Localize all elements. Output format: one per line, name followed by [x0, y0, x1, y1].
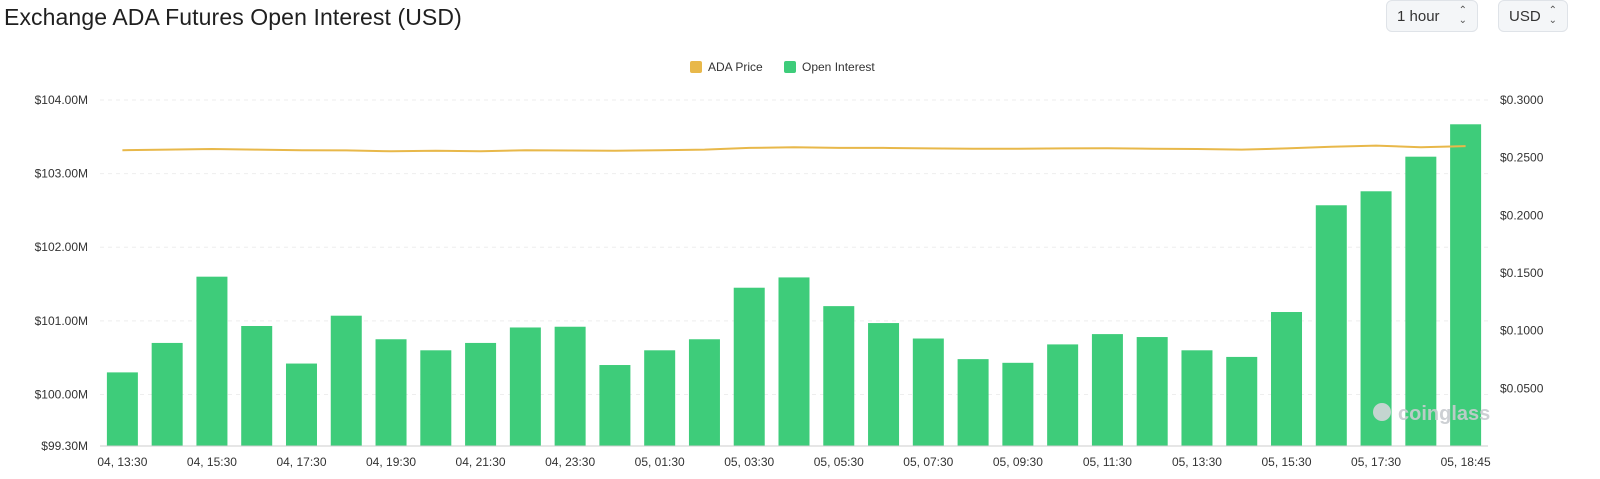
x-tick-label: 05, 15:30: [1261, 455, 1311, 469]
open-interest-bar[interactable]: [1315, 205, 1347, 446]
chart-legend[interactable]: ADA Price Open Interest: [690, 60, 875, 74]
left-y-tick-label: $101.00M: [35, 314, 88, 328]
open-interest-bar[interactable]: [196, 276, 228, 446]
open-interest-bar[interactable]: [1360, 191, 1392, 446]
open-interest-bar[interactable]: [733, 287, 765, 446]
right-y-tick-label: $0.1000: [1500, 324, 1544, 338]
x-tick-label: 05, 13:30: [1172, 455, 1222, 469]
open-interest-bar[interactable]: [1091, 334, 1123, 446]
open-interest-bar[interactable]: [688, 339, 720, 446]
legend-swatch-ada-price: [690, 61, 702, 73]
open-interest-bar[interactable]: [868, 323, 900, 446]
interval-select[interactable]: 1 hour ⌃ ⌄: [1386, 0, 1478, 32]
currency-select-value: USD: [1509, 7, 1541, 25]
open-interest-bar[interactable]: [912, 338, 944, 446]
open-interest-bar[interactable]: [1226, 356, 1258, 446]
interval-select-value: 1 hour: [1397, 7, 1440, 25]
ada-price-line: [122, 144, 1466, 153]
open-interest-bar[interactable]: [151, 342, 183, 446]
left-y-axis: $99.30M $100.00M $101.00M $102.00M $103.00M $…: [35, 93, 88, 453]
x-tick-label: 05, 03:30: [724, 455, 774, 469]
right-y-tick-label: $0.2000: [1500, 208, 1544, 222]
left-y-tick-label: $104.00M: [35, 93, 88, 107]
x-tick-label: 05, 05:30: [814, 455, 864, 469]
open-interest-bar[interactable]: [241, 326, 273, 446]
open-interest-bar[interactable]: [1450, 124, 1482, 447]
open-interest-bar[interactable]: [1271, 312, 1303, 446]
left-y-tick-label: $99.30M: [41, 439, 88, 453]
open-interest-bar[interactable]: [106, 372, 138, 446]
legend-label-open-interest: Open Interest: [802, 60, 875, 74]
updown-chevron-icon: ⌃ ⌄: [1548, 5, 1557, 26]
left-y-tick-label: $103.00M: [35, 167, 88, 181]
right-y-tick-label: $0.1500: [1500, 266, 1544, 280]
x-tick-label: 04, 19:30: [366, 455, 416, 469]
coinglass-logo-icon: [1373, 403, 1391, 421]
right-y-tick-label: $0.2500: [1500, 151, 1544, 165]
x-tick-label: 05, 18:45: [1441, 455, 1491, 469]
x-tick-label: 05, 11:30: [1083, 455, 1132, 469]
open-interest-bar[interactable]: [420, 350, 452, 446]
x-tick-label: 05, 09:30: [993, 455, 1043, 469]
open-interest-bar[interactable]: [823, 306, 855, 446]
open-interest-bar[interactable]: [330, 315, 362, 446]
page-title: Exchange ADA Futures Open Interest (USD): [4, 4, 462, 30]
open-interest-bar[interactable]: [509, 327, 541, 446]
open-interest-bar[interactable]: [599, 365, 631, 446]
open-interest-bar[interactable]: [1047, 344, 1079, 446]
legend-swatch-open-interest: [784, 61, 796, 73]
x-tick-label: 04, 21:30: [456, 455, 506, 469]
watermark-text: coinglass: [1398, 403, 1490, 425]
open-interest-bar[interactable]: [554, 326, 586, 446]
left-y-tick-label: $100.00M: [35, 387, 88, 401]
open-interest-bar[interactable]: [1002, 362, 1034, 446]
left-y-tick-label: $102.00M: [35, 240, 88, 254]
open-interest-bar[interactable]: [1136, 337, 1168, 446]
open-interest-bar[interactable]: [1181, 350, 1213, 446]
right-y-axis: $0.0500 $0.1000 $0.1500 $0.2000 $0.2500 $0.30…: [1500, 93, 1544, 395]
coinglass-watermark: coinglass: [1373, 403, 1490, 425]
open-interest-bar[interactable]: [285, 363, 317, 446]
open-interest-bar[interactable]: [465, 342, 497, 446]
legend-label-ada-price: ADA Price: [708, 60, 763, 74]
open-interest-bar[interactable]: [644, 350, 676, 446]
open-interest-bar[interactable]: [375, 339, 407, 446]
open-interest-bar[interactable]: [778, 277, 810, 446]
x-tick-label: 04, 13:30: [97, 455, 147, 469]
open-interest-bar[interactable]: [1405, 156, 1437, 446]
right-y-tick-label: $0.0500: [1500, 381, 1544, 395]
x-axis: 04, 13:30 04, 15:30 04, 17:30 04, 19:30 04, …: [97, 445, 1491, 469]
open-interest-bar[interactable]: [957, 359, 989, 446]
x-tick-label: 04, 17:30: [276, 455, 326, 469]
x-tick-label: 05, 17:30: [1351, 455, 1401, 469]
x-tick-label: 04, 15:30: [187, 455, 237, 469]
x-tick-label: 04, 23:30: [545, 455, 595, 469]
updown-chevron-icon: ⌃ ⌄: [1458, 5, 1467, 26]
currency-select[interactable]: USD ⌃ ⌄: [1498, 0, 1568, 32]
right-y-tick-label: $0.3000: [1500, 93, 1544, 107]
open-interest-bars: [106, 124, 1482, 447]
x-tick-label: 05, 01:30: [635, 455, 685, 469]
x-tick-label: 05, 07:30: [903, 455, 953, 469]
